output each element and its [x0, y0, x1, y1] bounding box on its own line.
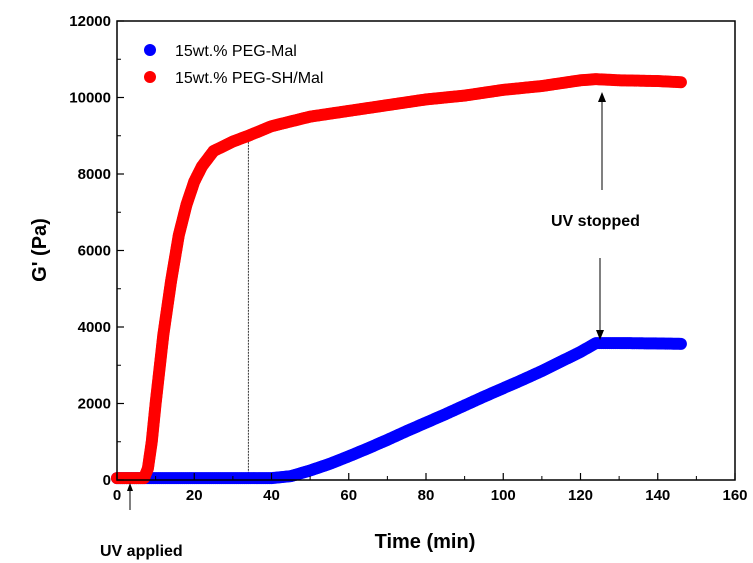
x-tick-label: 20 [186, 487, 203, 504]
x-axis-title: Time (min) [375, 531, 476, 553]
annotation-uv-stopped: UV stopped [551, 92, 640, 340]
legend-label-peg-mal: 15wt.% PEG-Mal [175, 43, 297, 60]
y-axis-title: G' (Pa) [29, 218, 51, 282]
legend: 15wt.% PEG-Mal 15wt.% PEG-SH/Mal [144, 43, 323, 87]
legend-marker-peg-sh-mal [144, 71, 156, 83]
uv-stopped-arrowhead-up [598, 92, 606, 102]
x-tick-label: 140 [645, 487, 670, 504]
data-point [674, 76, 687, 89]
y-tick-label: 8000 [78, 166, 111, 183]
y-tick-label: 12000 [69, 13, 111, 30]
uv-applied-arrowhead [127, 483, 133, 491]
plot-area-frame [116, 20, 736, 481]
x-tick-label: 120 [568, 487, 593, 504]
y-tick-label: 2000 [78, 396, 111, 413]
y-tick-label: 6000 [78, 243, 111, 260]
x-tick-label: 80 [418, 487, 435, 504]
uv-stopped-label: UV stopped [551, 213, 640, 230]
y-tick-label: 4000 [78, 319, 111, 336]
x-tick-label: 60 [340, 487, 357, 504]
data-point [674, 337, 687, 350]
x-tick-label: 40 [263, 487, 280, 504]
annotation-uv-applied: UV applied [100, 483, 183, 560]
x-tick-label: 160 [722, 487, 747, 504]
legend-marker-peg-mal [144, 44, 156, 56]
series-peg-sh-mal [111, 73, 687, 485]
x-tick-label: 0 [113, 487, 121, 504]
legend-label-peg-sh-mal: 15wt.% PEG-SH/Mal [175, 70, 323, 87]
uv-stopped-arrowhead-down [596, 330, 604, 340]
y-tick-label: 0 [103, 472, 111, 489]
axis-ticks: 0 20 40 60 80 100 120 140 160 0 2000 4000 6000 8000 10… [69, 13, 747, 504]
x-tick-label: 100 [491, 487, 516, 504]
series-peg-mal [111, 337, 687, 485]
data-layer [111, 73, 687, 485]
y-tick-label: 10000 [69, 90, 111, 107]
uv-applied-label: UV applied [100, 543, 183, 560]
